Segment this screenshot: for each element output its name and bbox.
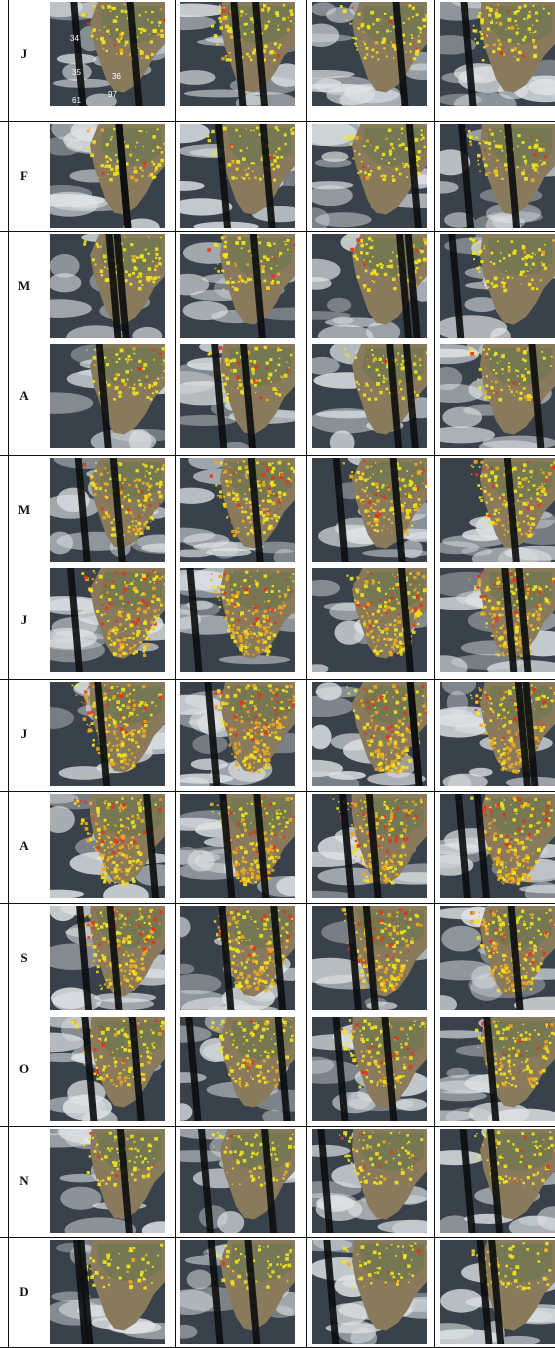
satellite-thumbnail xyxy=(180,682,295,786)
row-divider xyxy=(0,679,555,680)
satellite-thumbnail xyxy=(312,458,427,562)
month-row: N xyxy=(0,1127,555,1235)
month-row: A xyxy=(0,792,555,900)
month-label: A xyxy=(19,838,29,853)
column-divider xyxy=(175,0,176,1348)
satellite-thumbnail xyxy=(50,1017,165,1121)
satellite-thumbnail xyxy=(180,458,295,562)
row-divider xyxy=(0,791,555,792)
month-row: M xyxy=(0,456,555,564)
satellite-thumbnail xyxy=(312,794,427,898)
satellite-thumbnail xyxy=(180,568,295,672)
grid-cell-label: 97 xyxy=(108,90,117,99)
month-row: J xyxy=(0,680,555,788)
month-label: O xyxy=(18,1061,30,1076)
grid-cell-label: 36 xyxy=(112,72,121,81)
satellite-thumbnail xyxy=(180,1129,295,1233)
satellite-thumbnail xyxy=(440,1017,555,1121)
satellite-thumbnail xyxy=(440,124,555,228)
month-label: M xyxy=(17,502,31,517)
satellite-thumbnail xyxy=(50,568,165,672)
satellite-thumbnail xyxy=(180,234,295,338)
satellite-thumbnail xyxy=(440,794,555,898)
month-label: N xyxy=(19,1173,29,1188)
month-label: F xyxy=(20,168,28,183)
satellite-thumbnail xyxy=(312,568,427,672)
month-label: S xyxy=(20,950,28,965)
satellite-thumbnail xyxy=(180,794,295,898)
month-row: D xyxy=(0,1238,555,1346)
month-row: J xyxy=(0,566,555,674)
satellite-thumbnail xyxy=(312,2,427,106)
row-divider xyxy=(0,121,555,122)
satellite-thumbnail xyxy=(50,458,165,562)
satellite-thumbnail xyxy=(440,568,555,672)
satellite-thumbnail xyxy=(50,344,165,448)
satellite-thumbnail xyxy=(440,2,555,106)
satellite-thumbnail xyxy=(440,906,555,1010)
month-row: S xyxy=(0,904,555,1012)
satellite-thumbnail xyxy=(312,1017,427,1121)
satellite-thumbnail xyxy=(440,344,555,448)
month-row: F xyxy=(0,122,555,230)
month-label: M xyxy=(17,278,31,293)
row-divider xyxy=(0,903,555,904)
satellite-thumbnail xyxy=(440,458,555,562)
satellite-thumbnail xyxy=(180,124,295,228)
satellite-thumbnail xyxy=(440,1129,555,1233)
satellite-thumbnail xyxy=(312,682,427,786)
month-row: A xyxy=(0,342,555,450)
column-divider xyxy=(8,0,9,1348)
month-label: A xyxy=(19,388,29,403)
satellite-thumbnail xyxy=(312,344,427,448)
satellite-thumbnail xyxy=(50,234,165,338)
month-label: D xyxy=(19,1284,29,1299)
month-row: O xyxy=(0,1015,555,1123)
satellite-thumbnail xyxy=(50,2,165,106)
grid-cell-label: 34 xyxy=(70,34,79,43)
satellite-thumbnail xyxy=(180,2,295,106)
satellite-thumbnail xyxy=(180,1017,295,1121)
satellite-thumbnail xyxy=(180,906,295,1010)
satellite-thumbnail xyxy=(440,1240,555,1344)
satellite-thumbnail xyxy=(50,1129,165,1233)
satellite-thumbnail xyxy=(50,1240,165,1344)
satellite-thumbnail xyxy=(312,1129,427,1233)
grid-cell-label: 61 xyxy=(72,96,81,105)
month-row: M xyxy=(0,232,555,340)
satellite-thumbnail xyxy=(312,906,427,1010)
satellite-thumbnail xyxy=(50,124,165,228)
month-label: J xyxy=(20,726,28,741)
month-label: J xyxy=(20,46,28,61)
satellite-thumbnail xyxy=(440,682,555,786)
satellite-thumbnail xyxy=(50,794,165,898)
month-row: J xyxy=(0,0,555,108)
satellite-thumbnail xyxy=(312,234,427,338)
satellite-thumbnail xyxy=(50,682,165,786)
satellite-thumbnail xyxy=(50,906,165,1010)
column-divider xyxy=(434,0,435,1348)
satellite-thumbnail xyxy=(312,1240,427,1344)
satellite-thumbnail xyxy=(312,124,427,228)
month-label: J xyxy=(20,612,28,627)
row-divider xyxy=(0,455,555,456)
satellite-thumbnail xyxy=(180,1240,295,1344)
satellite-thumbnail xyxy=(440,234,555,338)
grid-cell-label: 35 xyxy=(72,68,81,77)
column-divider xyxy=(306,0,307,1348)
row-divider xyxy=(0,1237,555,1238)
row-divider xyxy=(0,1126,555,1127)
satellite-thumbnail xyxy=(180,344,295,448)
row-divider xyxy=(0,231,555,232)
